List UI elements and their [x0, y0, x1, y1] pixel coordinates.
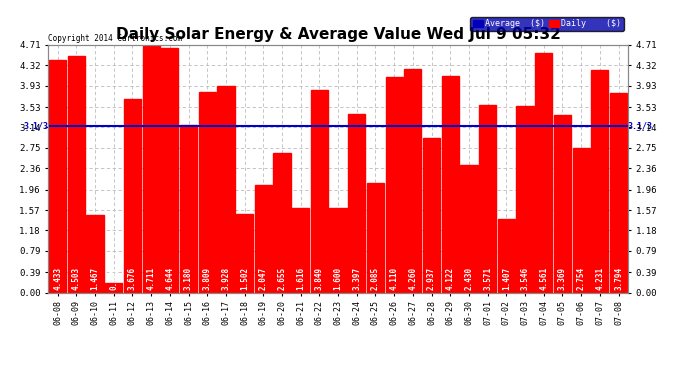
- Text: 2.085: 2.085: [371, 267, 380, 290]
- Bar: [573, 148, 590, 292]
- Bar: [460, 165, 477, 292]
- Legend: Average  ($), Daily    ($): Average ($), Daily ($): [471, 17, 624, 31]
- Text: 3.849: 3.849: [315, 267, 324, 290]
- Bar: [273, 153, 290, 292]
- Text: 2.655: 2.655: [277, 267, 286, 290]
- Bar: [517, 106, 533, 292]
- Bar: [554, 116, 571, 292]
- Bar: [404, 69, 422, 292]
- Text: 4.433: 4.433: [53, 267, 62, 290]
- Text: 3.546: 3.546: [520, 267, 529, 290]
- Text: 1.407: 1.407: [502, 267, 511, 290]
- Bar: [68, 56, 85, 292]
- Bar: [479, 105, 496, 292]
- Text: 3.571: 3.571: [483, 267, 492, 290]
- Text: 1.616: 1.616: [296, 267, 305, 290]
- Text: 3.928: 3.928: [221, 267, 230, 290]
- Text: 1.502: 1.502: [240, 267, 249, 290]
- Bar: [423, 138, 440, 292]
- Bar: [49, 60, 66, 292]
- Text: 3.369: 3.369: [558, 267, 567, 290]
- Text: 4.561: 4.561: [540, 267, 549, 290]
- Bar: [161, 48, 179, 292]
- Text: 4.644: 4.644: [166, 267, 175, 290]
- Bar: [255, 185, 272, 292]
- Bar: [105, 283, 122, 292]
- Bar: [292, 208, 309, 292]
- Bar: [143, 45, 159, 292]
- Text: 3.397: 3.397: [353, 267, 362, 290]
- Text: 1.600: 1.600: [333, 267, 343, 290]
- Text: 1.467: 1.467: [90, 267, 99, 290]
- Text: 2.047: 2.047: [259, 267, 268, 290]
- Text: 4.260: 4.260: [408, 267, 417, 290]
- Text: 4.231: 4.231: [595, 267, 604, 290]
- Bar: [180, 125, 197, 292]
- Bar: [236, 214, 253, 292]
- Text: 4.122: 4.122: [446, 267, 455, 290]
- Bar: [591, 70, 609, 292]
- Text: 4.711: 4.711: [147, 267, 156, 290]
- Bar: [610, 93, 627, 292]
- Text: 3.676: 3.676: [128, 267, 137, 290]
- Bar: [535, 53, 553, 292]
- Bar: [497, 219, 515, 292]
- Text: Copyright 2014 Cartronics.com: Copyright 2014 Cartronics.com: [48, 33, 182, 42]
- Bar: [217, 86, 235, 292]
- Bar: [86, 215, 104, 292]
- Bar: [310, 90, 328, 292]
- Text: 3.1/3: 3.1/3: [628, 121, 653, 130]
- Title: Daily Solar Energy & Average Value Wed Jul 9 05:32: Daily Solar Energy & Average Value Wed J…: [116, 27, 560, 42]
- Bar: [367, 183, 384, 292]
- Bar: [386, 76, 403, 292]
- Text: 3.809: 3.809: [203, 267, 212, 290]
- Bar: [348, 114, 366, 292]
- Text: 2.937: 2.937: [427, 267, 436, 290]
- Text: 4.110: 4.110: [390, 267, 399, 290]
- Text: 0.183: 0.183: [109, 267, 118, 290]
- Text: 2.754: 2.754: [577, 267, 586, 290]
- Bar: [442, 76, 459, 292]
- Text: 2.430: 2.430: [464, 267, 473, 290]
- Text: 4.503: 4.503: [72, 267, 81, 290]
- Bar: [124, 99, 141, 292]
- Text: 3.1/3: 3.1/3: [23, 121, 48, 130]
- Bar: [199, 92, 216, 292]
- Bar: [330, 209, 346, 292]
- Text: 3.794: 3.794: [614, 267, 623, 290]
- Text: 3.180: 3.180: [184, 267, 193, 290]
